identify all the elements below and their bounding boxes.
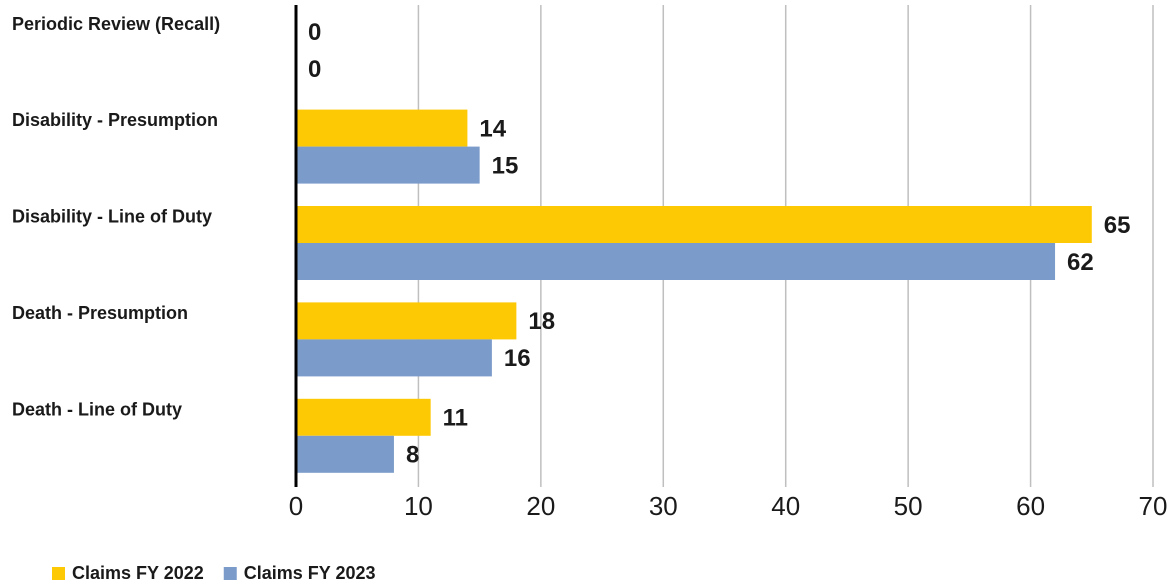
x-tick-label: 10 — [404, 491, 433, 521]
category-label: Periodic Review (Recall) — [12, 14, 220, 34]
value-label: 14 — [479, 115, 506, 142]
value-label: 11 — [443, 405, 468, 432]
legend-label: Claims FY 2023 — [244, 563, 376, 583]
bar — [296, 339, 492, 377]
bar — [296, 109, 468, 147]
value-label: 8 — [406, 442, 419, 469]
x-tick-label: 70 — [1139, 491, 1168, 521]
x-tick-label: 20 — [526, 491, 555, 521]
legend-swatch — [223, 567, 237, 580]
bar — [296, 243, 1056, 280]
value-label: 62 — [1067, 249, 1094, 276]
value-label: 65 — [1104, 212, 1131, 239]
x-tick-label: 40 — [771, 491, 800, 521]
value-label: 16 — [504, 345, 531, 372]
value-label: 15 — [492, 152, 519, 179]
bar — [296, 206, 1092, 243]
value-label: 0 — [308, 19, 321, 46]
value-label: 18 — [528, 308, 555, 335]
x-tick-label: 30 — [649, 491, 678, 521]
legend-label: Claims FY 2022 — [72, 563, 204, 583]
x-tick-label: 50 — [894, 491, 923, 521]
category-label: Disability - Presumption — [12, 110, 218, 130]
bar — [296, 398, 431, 436]
bar — [296, 435, 394, 473]
x-tick-label: 60 — [1016, 491, 1045, 521]
bar — [296, 146, 480, 184]
bar — [296, 302, 517, 340]
value-label: 0 — [308, 56, 321, 83]
category-label: Disability - Line of Duty — [12, 207, 212, 227]
category-label: Death - Presumption — [12, 303, 188, 323]
legend-swatch — [52, 567, 65, 580]
x-tick-label: 0 — [289, 491, 303, 521]
category-label: Death - Line of Duty — [12, 399, 182, 419]
